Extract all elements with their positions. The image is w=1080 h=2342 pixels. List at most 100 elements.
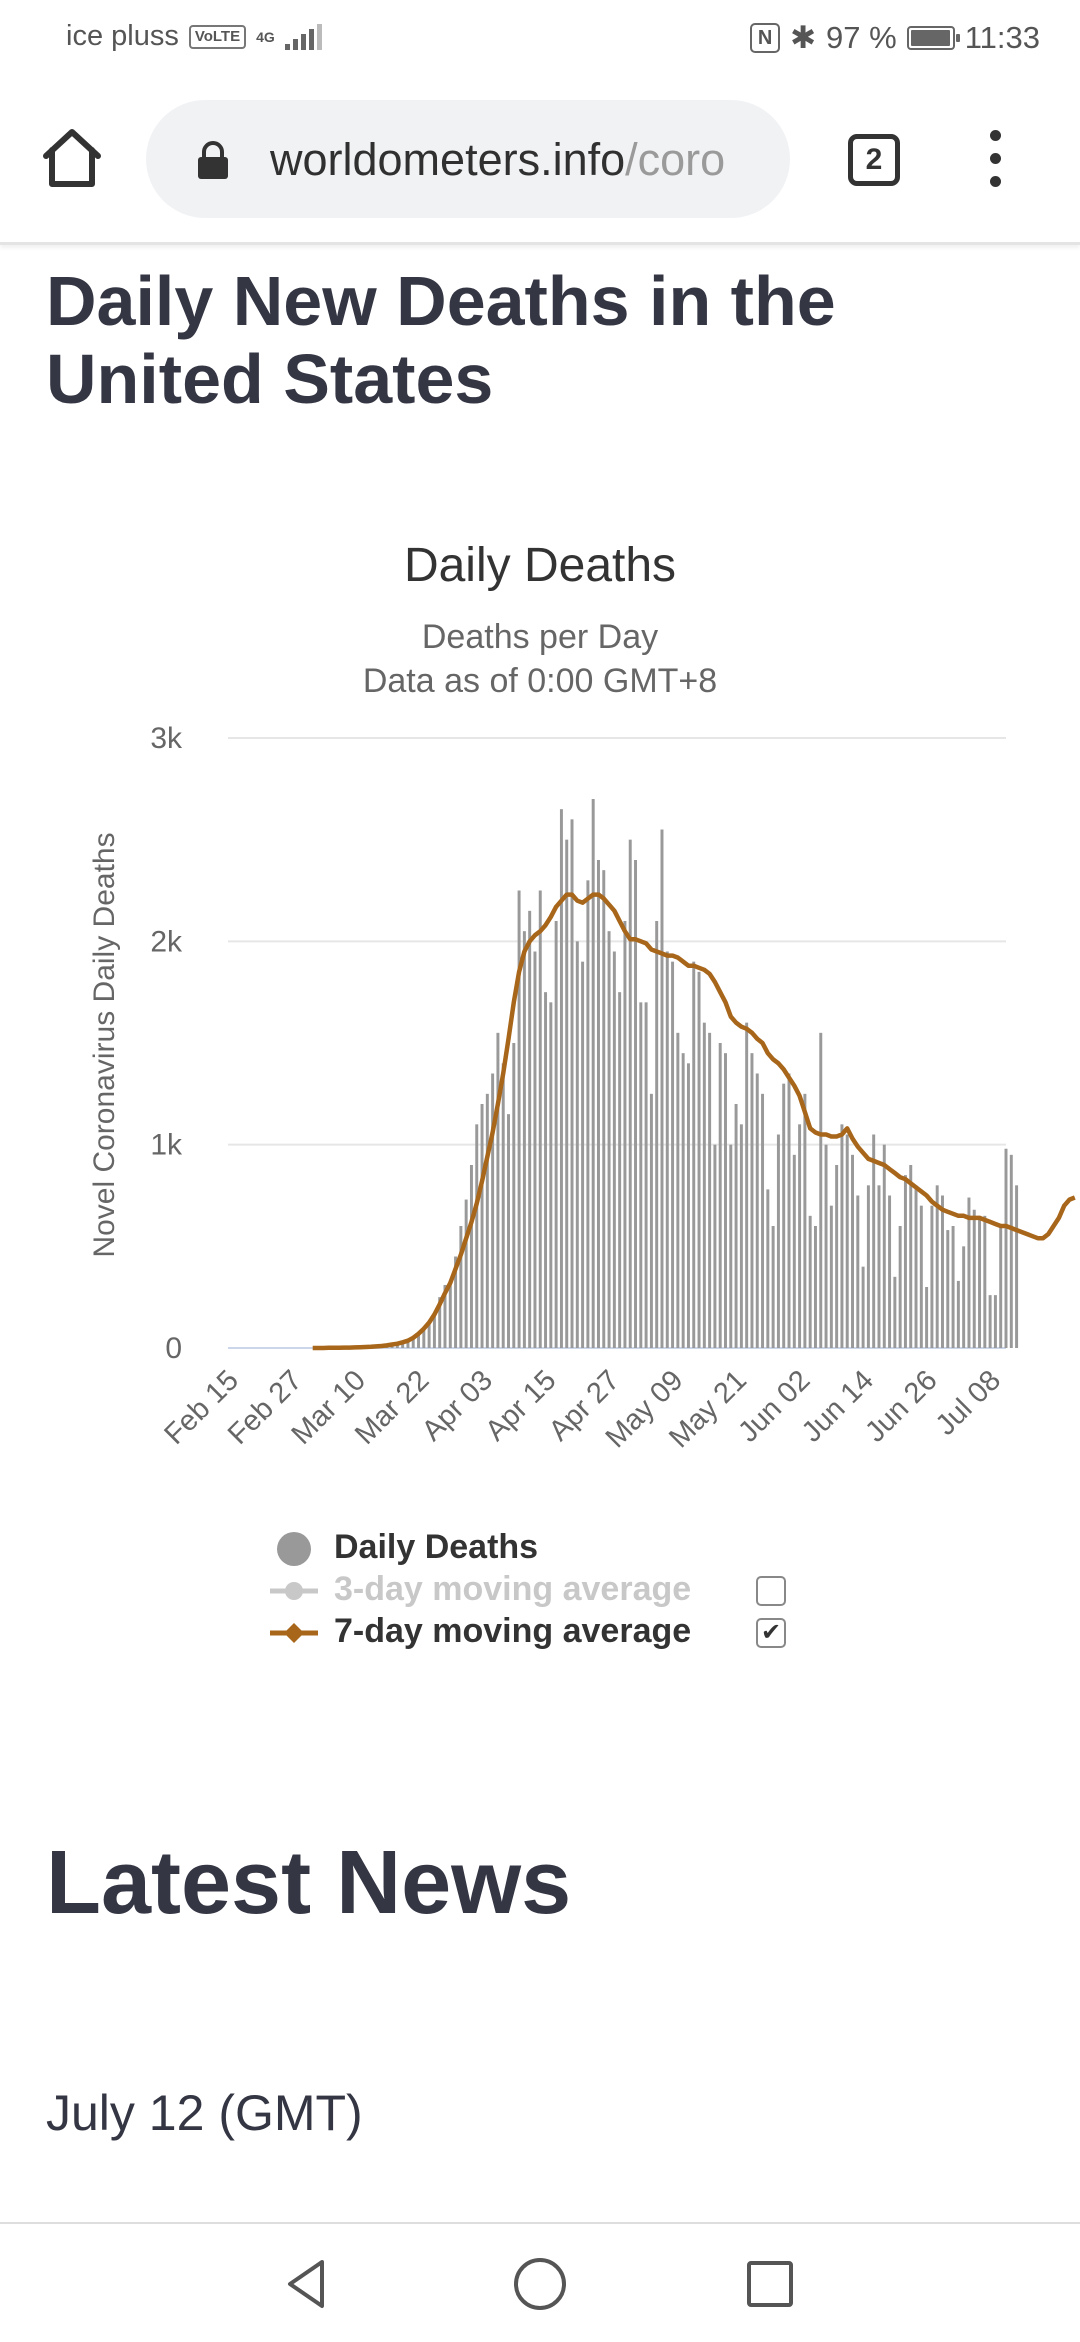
bar-daily-deaths: [962, 1246, 965, 1348]
bar-daily-deaths: [798, 1124, 801, 1348]
bar-daily-deaths: [814, 1226, 817, 1348]
chart-subtitle: Deaths per Day: [0, 618, 1080, 657]
bar-daily-deaths: [851, 1155, 854, 1348]
bar-daily-deaths: [1015, 1185, 1018, 1348]
bar-daily-deaths: [856, 1196, 859, 1349]
legend-item-daily-deaths[interactable]: Daily Deaths: [268, 1528, 828, 1570]
bar-daily-deaths: [523, 931, 526, 1348]
checkbox-7day[interactable]: ✔: [756, 1618, 786, 1648]
legend-circle-icon: [268, 1528, 320, 1570]
address-bar[interactable]: worldometers.info/coro: [146, 100, 790, 218]
bar-daily-deaths: [888, 1196, 891, 1349]
bar-daily-deaths: [719, 1043, 722, 1348]
home-circle-icon[interactable]: [510, 2254, 570, 2314]
bar-daily-deaths: [449, 1281, 452, 1348]
bar-daily-deaths: [920, 1206, 923, 1348]
chart-legend: Daily Deaths 3-day moving average 7-day …: [268, 1528, 828, 1654]
bar-daily-deaths: [978, 1216, 981, 1348]
bar-daily-deaths: [782, 1084, 785, 1348]
clock: 11:33: [965, 20, 1040, 56]
bar-daily-deaths: [486, 1094, 489, 1348]
carrier-name: ice pluss: [66, 20, 179, 53]
bar-daily-deaths: [877, 1185, 880, 1348]
bar-daily-deaths: [793, 1155, 796, 1348]
page-title: Daily New Deaths in the United States: [46, 262, 1046, 418]
bar-daily-deaths: [650, 1094, 653, 1348]
bar-daily-deaths: [846, 1135, 849, 1349]
bar-daily-deaths: [941, 1196, 944, 1349]
nfc-icon: N: [750, 23, 780, 53]
bar-daily-deaths: [533, 952, 536, 1349]
news-date-heading: July 12 (GMT): [46, 2084, 363, 2142]
bar-daily-deaths: [565, 840, 568, 1348]
bar-daily-deaths: [470, 1165, 473, 1348]
url-host: worldometers.info: [270, 134, 625, 185]
bar-daily-deaths: [1005, 1149, 1008, 1348]
bar-daily-deaths: [825, 1145, 828, 1348]
bar-daily-deaths: [549, 1002, 552, 1348]
url-path: /coro: [625, 134, 725, 185]
bar-daily-deaths: [655, 921, 658, 1348]
legend-item-7day[interactable]: 7-day moving average ✔: [268, 1612, 828, 1654]
bar-daily-deaths: [502, 1063, 505, 1348]
bar-daily-deaths: [772, 1226, 775, 1348]
bar-daily-deaths: [687, 1063, 690, 1348]
bar-daily-deaths: [883, 1145, 886, 1348]
bar-daily-deaths: [629, 840, 632, 1348]
legend-label: 3-day moving average: [334, 1570, 691, 1609]
bar-daily-deaths: [576, 941, 579, 1348]
bar-daily-deaths: [1010, 1155, 1013, 1348]
bar-daily-deaths: [867, 1185, 870, 1348]
battery-percent: 97 %: [826, 20, 897, 56]
bar-daily-deaths: [989, 1295, 992, 1348]
bar-daily-deaths: [592, 799, 595, 1348]
bar-daily-deaths: [724, 1053, 727, 1348]
bar-daily-deaths: [661, 830, 664, 1349]
checkbox-3day[interactable]: [756, 1576, 786, 1606]
bar-daily-deaths: [618, 992, 621, 1348]
bar-daily-deaths: [835, 1165, 838, 1348]
bar-daily-deaths: [555, 921, 558, 1348]
bar-daily-deaths: [740, 1124, 743, 1348]
bar-daily-deaths: [904, 1175, 907, 1348]
bar-daily-deaths: [994, 1295, 997, 1348]
home-icon[interactable]: [40, 126, 104, 190]
bar-daily-deaths: [708, 1033, 711, 1348]
bar-daily-deaths: [602, 870, 605, 1348]
back-icon[interactable]: [278, 2254, 338, 2314]
tabs-icon[interactable]: 2: [848, 134, 900, 186]
bar-daily-deaths: [862, 1267, 865, 1348]
bar-daily-deaths: [766, 1189, 769, 1348]
bar-daily-deaths: [703, 1023, 706, 1348]
bar-daily-deaths: [608, 931, 611, 1348]
bar-daily-deaths: [528, 911, 531, 1348]
bar-daily-deaths: [983, 1216, 986, 1348]
x-tick-label: Jun 14: [796, 1364, 880, 1448]
status-right: N ✱ 97 % 11:33: [750, 20, 1040, 56]
bar-daily-deaths: [682, 1053, 685, 1348]
bar-daily-deaths: [639, 1002, 642, 1348]
bar-daily-deaths: [925, 1287, 928, 1348]
recents-icon[interactable]: [740, 2254, 800, 2314]
x-tick-label: Apr 15: [479, 1364, 562, 1447]
bar-daily-deaths: [952, 1226, 955, 1348]
legend-item-3day[interactable]: 3-day moving average: [268, 1570, 828, 1612]
bar-daily-deaths: [788, 1074, 791, 1349]
bar-daily-deaths: [496, 1033, 499, 1348]
bar-daily-deaths: [750, 1053, 753, 1348]
url-text: worldometers.info/coro: [270, 134, 725, 186]
bluetooth-icon: ✱: [790, 20, 816, 56]
bar-daily-deaths: [756, 1074, 759, 1349]
status-bar: ice pluss VoLTE 4G N ✱ 97 % 11:33: [0, 0, 1080, 76]
bar-daily-deaths: [692, 962, 695, 1348]
more-vert-icon[interactable]: [980, 130, 1010, 194]
bar-daily-deaths: [666, 952, 669, 1349]
bar-daily-deaths: [840, 1124, 843, 1348]
system-nav-bar: [0, 2222, 1080, 2342]
bar-daily-deaths: [634, 860, 637, 1348]
bar-daily-deaths: [899, 1226, 902, 1348]
bar-daily-deaths: [676, 1033, 679, 1348]
y-tick-label: 3k: [150, 722, 183, 755]
